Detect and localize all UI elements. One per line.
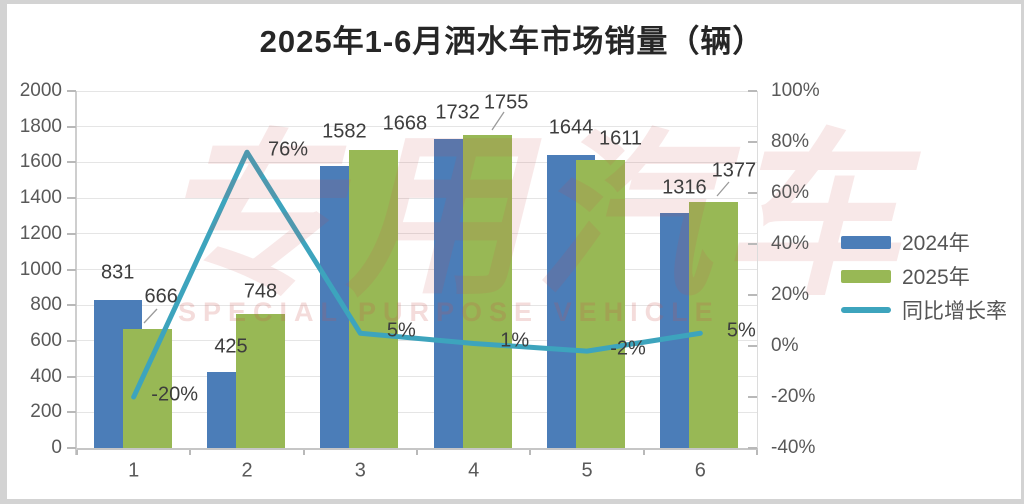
x-axis-label: 5 bbox=[581, 459, 593, 482]
gridline bbox=[77, 161, 757, 163]
legend: 2024年 2025年 同比增长率 bbox=[841, 225, 1007, 327]
legend-swatch-growth-rate bbox=[841, 307, 891, 313]
bar-2025-month-2 bbox=[236, 314, 285, 448]
bar-2025-month-5 bbox=[576, 160, 625, 448]
y-axis-tick-left bbox=[67, 161, 76, 164]
x-axis-label: 6 bbox=[694, 459, 706, 482]
x-axis-tick bbox=[529, 450, 532, 455]
y-axis-tick-left bbox=[67, 90, 76, 92]
data-label-2024: 1582 bbox=[322, 120, 367, 143]
x-axis-line bbox=[76, 448, 758, 450]
y-axis-label-left: 1800 bbox=[19, 115, 62, 137]
x-axis-tick bbox=[189, 450, 192, 455]
legend-label-2025: 2025年 bbox=[902, 266, 970, 289]
y-axis-label-left: 1200 bbox=[19, 222, 62, 244]
data-label-2025: 748 bbox=[243, 280, 278, 303]
y-axis-label-right: 60% bbox=[771, 182, 810, 203]
legend-item-2024: 2024年 bbox=[841, 225, 1007, 259]
data-label-growth-rate: -20% bbox=[151, 383, 199, 406]
y-axis-label-left: 2000 bbox=[19, 80, 62, 101]
y-axis-tick-left bbox=[67, 339, 76, 342]
gridline bbox=[77, 411, 757, 413]
y-axis-label-left: 0 bbox=[51, 437, 62, 458]
legend-swatch-2025 bbox=[841, 269, 891, 283]
y-axis-tick-right bbox=[748, 192, 757, 194]
x-axis-tick bbox=[642, 450, 645, 455]
x-axis-label: 3 bbox=[354, 459, 366, 482]
y-axis-label-left: 800 bbox=[30, 294, 62, 316]
x-axis-tick bbox=[756, 450, 758, 455]
data-label-2024: 425 bbox=[214, 335, 248, 358]
x-axis-tick bbox=[302, 450, 305, 455]
y-axis-tick-left bbox=[67, 304, 76, 307]
y-axis-label-right: 100% bbox=[771, 80, 820, 101]
data-label-2024: 1316 bbox=[662, 176, 707, 199]
y-axis-label-right: 80% bbox=[771, 131, 810, 152]
x-axis-tick bbox=[76, 450, 78, 455]
y-axis-tick-left bbox=[67, 268, 76, 271]
bar-2025-month-3 bbox=[349, 150, 399, 448]
y-axis-tick-right bbox=[748, 90, 757, 92]
y-axis-label-left: 1400 bbox=[19, 187, 62, 209]
gridline bbox=[77, 376, 757, 378]
y-axis-tick-left bbox=[67, 232, 76, 235]
data-label-2025: 666 bbox=[144, 285, 178, 308]
y-axis-label-right: 40% bbox=[771, 233, 810, 254]
legend-label-2024: 2024年 bbox=[902, 232, 970, 255]
legend-item-growth-rate: 同比增长率 bbox=[841, 293, 1007, 327]
x-axis-label: 2 bbox=[241, 459, 253, 482]
legend-swatch-2024 bbox=[841, 235, 891, 249]
x-axis-label: 4 bbox=[468, 459, 480, 482]
data-label-2025: 1668 bbox=[382, 112, 428, 135]
gridline bbox=[77, 126, 757, 128]
y-axis-tick-right bbox=[748, 447, 757, 449]
y-axis-label-left: 400 bbox=[30, 365, 62, 387]
y-axis-tick-left bbox=[67, 197, 76, 200]
y-axis-line-right bbox=[757, 91, 758, 448]
y-axis-label-right: -20% bbox=[771, 386, 816, 407]
data-label-2025: 1755 bbox=[483, 91, 529, 114]
data-label-growth-rate: 5% bbox=[386, 319, 416, 342]
legend-label-growth-rate: 同比增长率 bbox=[902, 300, 1007, 323]
data-label-2024: 1732 bbox=[435, 101, 480, 124]
y-axis-tick-left bbox=[67, 375, 76, 378]
y-axis-label-right: 20% bbox=[771, 284, 810, 305]
y-axis-tick-right bbox=[748, 141, 757, 143]
y-axis-tick-left bbox=[67, 125, 76, 128]
x-axis-tick bbox=[416, 450, 418, 455]
gridline bbox=[77, 90, 757, 92]
data-label-2024: 831 bbox=[100, 261, 135, 284]
y-axis-tick-left bbox=[67, 447, 76, 449]
gridline bbox=[77, 269, 757, 270]
gridline bbox=[77, 233, 757, 235]
y-axis-tick-right bbox=[748, 396, 757, 398]
x-axis-label: 1 bbox=[128, 459, 140, 482]
chart-title: 2025年1-6月洒水车市场销量（辆） bbox=[259, 24, 765, 59]
y-axis-line-left bbox=[75, 91, 77, 455]
y-axis-tick-left bbox=[67, 411, 76, 414]
y-axis-tick-right bbox=[748, 294, 757, 296]
data-label-growth-rate: 76% bbox=[267, 138, 309, 161]
gridline bbox=[77, 304, 757, 306]
y-axis-label-left: 1000 bbox=[19, 258, 62, 280]
data-label-growth-rate: 1% bbox=[500, 329, 530, 352]
data-label-growth-rate: 5% bbox=[726, 319, 756, 342]
y-axis-tick-right bbox=[748, 345, 757, 347]
y-axis-label-right: -40% bbox=[771, 437, 816, 458]
data-label-growth-rate: -2% bbox=[610, 337, 646, 360]
y-axis-label-right: 0% bbox=[771, 335, 799, 356]
gridline bbox=[77, 340, 757, 342]
y-axis-label-left: 1600 bbox=[19, 151, 62, 173]
data-label-2025: 1377 bbox=[711, 159, 757, 182]
legend-item-2025: 2025年 bbox=[841, 259, 1007, 293]
gridline bbox=[77, 197, 757, 199]
y-axis-label-left: 600 bbox=[30, 329, 62, 351]
data-label-2024: 1644 bbox=[548, 116, 594, 139]
data-label-2025: 1611 bbox=[598, 127, 643, 150]
y-axis-tick-right bbox=[748, 243, 757, 245]
y-axis-label-left: 200 bbox=[30, 401, 62, 423]
bar-2025-month-4 bbox=[462, 134, 512, 448]
